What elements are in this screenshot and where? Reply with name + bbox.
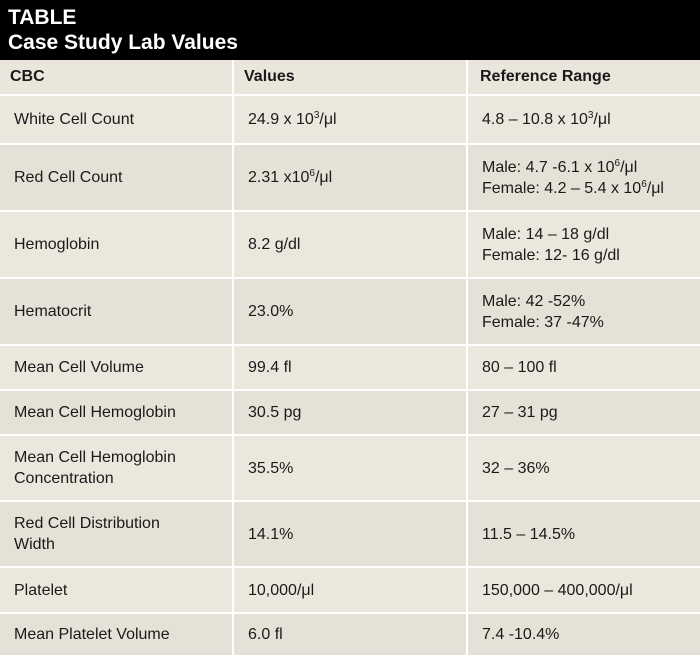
reference-unit: /μl: [620, 158, 638, 176]
lab-values-table: CBC Values Reference Range White Cell Co…: [0, 60, 700, 655]
header-reference-range: Reference Range: [466, 60, 700, 96]
reference-range-cell: Male: 42 -52% Female: 37 -47%: [466, 278, 700, 346]
reference-text: 27 – 31 pg: [482, 404, 558, 421]
table-row: Red Cell Count 2.31 x106/μl Male: 4.7 -6.1…: [0, 144, 700, 212]
test-name-cell: Red Cell Count: [0, 144, 233, 212]
reference-range-cell: 80 – 100 fl: [466, 345, 700, 391]
test-name-cell: Hematocrit: [0, 278, 233, 346]
value-cell: 35.5%: [232, 435, 467, 502]
value-cell: 30.5 pg: [232, 390, 467, 436]
test-name-cell: Mean Cell Volume: [0, 345, 233, 391]
value-cell: 23.0%: [232, 278, 467, 346]
value-text: 8.2 g/dl: [248, 236, 301, 253]
value-exponent: 6: [309, 168, 315, 179]
test-name-cell: Hemoglobin: [0, 211, 233, 279]
reference-unit: /μl: [646, 179, 664, 197]
value-text: 23.0%: [248, 303, 294, 320]
test-name-line: Hemoglobin: [14, 236, 100, 253]
table-row: Hemoglobin 8.2 g/dl Male: 14 – 18 g/dl Fema…: [0, 211, 700, 279]
table-row: Mean Platelet Volume 6.0 fl 7.4 -10.4%: [0, 613, 700, 655]
test-name-cell: Mean Platelet Volume: [0, 613, 233, 655]
table-row: Mean Cell Hemoglobin Concentration 35.5% 32…: [0, 435, 700, 502]
test-name-line: Red Cell Count: [14, 169, 123, 186]
test-name-line: Width: [14, 536, 55, 553]
header-cbc: CBC: [0, 60, 233, 96]
table-row: Red Cell Distribution Width 14.1% 11.5 – 14…: [0, 501, 700, 568]
reference-range-cell: 4.8 – 10.8 x 103/μl: [466, 95, 700, 145]
reference-range-cell: 150,000 – 400,000/μl: [466, 567, 700, 614]
table-row: Platelet 10,000/μl 150,000 – 400,000/μl: [0, 567, 700, 614]
test-name-line: Mean Platelet Volume: [14, 626, 170, 643]
value-text: 14.1%: [248, 525, 294, 543]
reference-text: Female: 37 -47%: [482, 313, 604, 331]
reference-text: Female: 12- 16 g/dl: [482, 246, 620, 264]
table-title-block: TABLE Case Study Lab Values: [0, 0, 700, 60]
test-name-line: Mean Cell Hemoglobin: [14, 404, 176, 421]
value-unit: /μl: [314, 169, 333, 186]
reference-text: 32 – 36%: [482, 459, 550, 477]
reference-text: 11.5 – 14.5%: [482, 525, 576, 543]
test-name-line: Red Cell Distribution: [14, 515, 160, 532]
test-name-cell: Red Cell Distribution Width: [0, 501, 233, 568]
reference-text: Female: 4.2 – 5.4 x 10: [482, 179, 642, 197]
reference-text: 7.4 -10.4%: [482, 626, 560, 643]
table-row: Hematocrit 23.0% Male: 42 -52% Female: 37 -…: [0, 278, 700, 346]
reference-range-cell: 11.5 – 14.5%: [466, 501, 700, 568]
reference-exponent: 6: [641, 178, 647, 190]
value-cell: 8.2 g/dl: [232, 211, 467, 279]
reference-exponent: 6: [614, 157, 621, 169]
reference-text: Male: 4.7 -6.1 x 10: [482, 158, 615, 176]
value-exponent: 3: [313, 110, 320, 121]
value-cell: 2.31 x106/μl: [232, 144, 467, 212]
reference-range-cell: 32 – 36%: [466, 435, 700, 502]
test-name-line: Hematocrit: [14, 303, 92, 320]
value-text: 6.0 fl: [248, 626, 283, 643]
value-text: 99.4 fl: [248, 359, 292, 376]
test-name-line: Mean Cell Volume: [14, 359, 144, 376]
header-values: Values: [232, 60, 467, 96]
header-row: CBC Values Reference Range: [0, 60, 700, 96]
table-row: Mean Cell Volume 99.4 fl 80 – 100 fl: [0, 345, 700, 391]
reference-exponent: 3: [587, 110, 594, 121]
value-cell: 14.1%: [232, 501, 467, 568]
reference-text: 150,000 – 400,000/μl: [482, 581, 633, 599]
value-cell: 24.9 x 103/μl: [232, 95, 467, 145]
reference-text: Male: 14 – 18 g/dl: [482, 225, 610, 243]
table-row: Mean Cell Hemoglobin 30.5 pg 27 – 31 pg: [0, 390, 700, 436]
reference-text: Male: 42 -52%: [482, 292, 586, 310]
reference-range-cell: Male: 14 – 18 g/dl Female: 12- 16 g/dl: [466, 211, 700, 279]
table-label: TABLE: [8, 6, 77, 29]
reference-range-cell: 7.4 -10.4%: [466, 613, 700, 655]
reference-range-cell: 27 – 31 pg: [466, 390, 700, 436]
value-text: 24.9 x 10: [248, 111, 314, 128]
reference-range-cell: Male: 4.7 -6.1 x 106/μl Female: 4.2 – 5.4…: [466, 144, 700, 212]
test-name-line: Platelet: [14, 581, 68, 599]
table-row: White Cell Count 24.9 x 103/μl 4.8 – 10.8 …: [0, 95, 700, 145]
test-name-line: Concentration: [14, 470, 114, 487]
reference-text: 80 – 100 fl: [482, 359, 557, 376]
value-text: 2.31 x10: [248, 169, 310, 186]
table-title: Case Study Lab Values: [8, 31, 238, 54]
reference-unit: /μl: [593, 111, 611, 128]
value-text: 35.5%: [248, 459, 294, 477]
test-name-cell: Mean Cell Hemoglobin: [0, 390, 233, 436]
value-cell: 10,000/μl: [232, 567, 467, 614]
test-name-cell: Platelet: [0, 567, 233, 614]
value-text: 10,000/μl: [248, 581, 315, 599]
test-name-cell: White Cell Count: [0, 95, 233, 145]
test-name-line: Mean Cell Hemoglobin: [14, 449, 176, 466]
value-cell: 99.4 fl: [232, 345, 467, 391]
value-text: 30.5 pg: [248, 404, 302, 421]
test-name-line: White Cell Count: [14, 111, 135, 128]
test-name-cell: Mean Cell Hemoglobin Concentration: [0, 435, 233, 502]
reference-text: 4.8 – 10.8 x 10: [482, 111, 588, 128]
value-cell: 6.0 fl: [232, 613, 467, 655]
value-unit: /μl: [319, 111, 337, 128]
